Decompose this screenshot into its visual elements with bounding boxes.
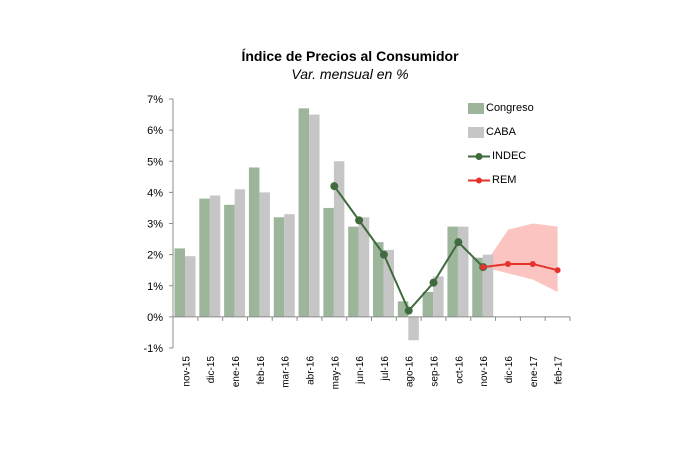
bar-congreso-ago-16	[397, 301, 409, 317]
bar-congreso-may-16	[323, 207, 334, 317]
bar-congreso-oct-16	[447, 226, 458, 317]
bar-caba-ago-16	[408, 316, 419, 341]
bar-congreso-dic-15	[199, 198, 210, 317]
bar-caba-abr-16	[309, 114, 320, 317]
y-tick-label: 1%	[147, 281, 163, 293]
y-tick-label: 5%	[147, 156, 163, 168]
legend-item-caba: CABA	[468, 120, 534, 144]
point-indec-oct-16	[454, 238, 463, 247]
x-tick-label: abr-16	[305, 356, 316, 385]
bar-caba-may-16	[333, 161, 345, 317]
bar-caba-sep-16	[433, 276, 444, 317]
point-indec-may-16	[330, 182, 339, 191]
bar-congreso-abr-16	[298, 108, 310, 317]
y-tick-label: -1%	[143, 343, 163, 355]
chart-legend: Congreso CABA INDEC REM	[468, 96, 534, 192]
legend-item-indec: INDEC	[468, 144, 534, 168]
bar-caba-oct-16	[457, 226, 469, 317]
point-rem-feb-17	[554, 267, 561, 274]
legend-label-indec: INDEC	[492, 150, 527, 162]
y-tick-label: 3%	[147, 219, 163, 231]
bar-caba-jul-16	[383, 249, 394, 317]
x-tick-label: feb-17	[554, 356, 565, 385]
bar-congreso-nov-16	[472, 257, 483, 317]
point-rem-dic-16	[504, 260, 511, 267]
x-tick-label: nov-15	[181, 356, 192, 387]
legend-swatch-congreso	[468, 102, 484, 114]
line-rem	[483, 262, 558, 272]
x-tick-label: mar-16	[281, 356, 292, 388]
chart-title: Índice de Precios al Consumidor	[241, 48, 459, 64]
x-tick-label: sep-16	[430, 356, 441, 387]
point-indec-jul-16	[379, 250, 388, 259]
x-tick-label: jul-16	[380, 356, 391, 382]
y-tick-label: 7%	[147, 94, 163, 106]
legend-label-caba: CABA	[486, 126, 516, 138]
legend-marker-rem	[468, 177, 490, 183]
bar-congreso-jun-16	[348, 226, 359, 317]
x-tick-label: feb-16	[256, 356, 267, 385]
point-rem-nov-16	[480, 264, 487, 271]
point-rem-ene-17	[529, 260, 536, 267]
bar-congreso-ene-16	[224, 204, 235, 317]
legend-item-rem: REM	[468, 168, 534, 192]
bar-caba-nov-16	[482, 254, 494, 317]
legend-label-congreso: Congreso	[486, 102, 534, 114]
bar-congreso-feb-16	[248, 167, 260, 317]
bar-caba-jun-16	[358, 217, 370, 317]
legend-item-congreso: Congreso	[468, 96, 534, 120]
x-tick-label: nov-16	[479, 356, 490, 387]
bar-congreso-mar-16	[273, 217, 285, 317]
x-tick-label: ene-17	[529, 356, 540, 388]
bar-caba-feb-16	[259, 192, 270, 317]
y-tick-label: 0%	[147, 312, 163, 324]
point-indec-jun-16	[355, 216, 364, 225]
x-tick-label: dic-16	[504, 356, 515, 384]
bar-caba-ene-16	[234, 189, 246, 317]
bar-caba-nov-15	[185, 256, 196, 317]
rem-forecast-band	[483, 223, 558, 292]
bar-congreso-nov-15	[174, 248, 185, 317]
x-tick-label: may-16	[330, 356, 341, 390]
x-tick-label: jun-16	[355, 356, 366, 385]
legend-label-rem: REM	[492, 174, 517, 186]
point-indec-ago-16	[404, 306, 413, 315]
x-tick-label: oct-16	[454, 356, 465, 384]
point-indec-sep-16	[429, 278, 438, 287]
bar-congreso-jul-16	[373, 242, 384, 317]
x-tick-label: ago-16	[405, 356, 416, 388]
y-tick-label: 4%	[147, 187, 163, 199]
y-tick-label: 6%	[147, 125, 163, 137]
legend-marker-indec	[468, 152, 490, 160]
x-tick-label: ene-16	[231, 356, 242, 388]
y-tick-label: 2%	[147, 250, 163, 262]
bar-caba-mar-16	[284, 214, 295, 317]
bar-congreso-sep-16	[422, 291, 434, 317]
legend-swatch-caba	[468, 126, 484, 138]
bar-caba-dic-15	[209, 195, 221, 317]
x-tick-label: dic-15	[206, 356, 217, 384]
chart-subtitle: Var. mensual en %	[291, 66, 409, 82]
